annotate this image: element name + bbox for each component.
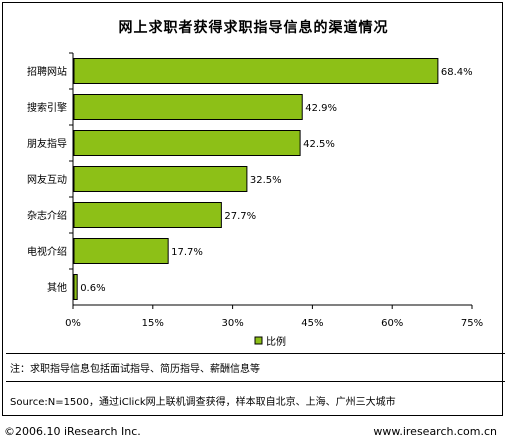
bar bbox=[73, 274, 78, 300]
bar-chart: 0% 15% 30% 45% 60% 75% 招聘网站 68.4% 搜索引擎 42.9% 朋友指导 4… bbox=[27, 52, 483, 348]
chart-frame: 网上求职者获得求职指导信息的渠道情况 0% 15% 30% 45% 60% 75% 招聘网站… bbox=[2, 2, 505, 416]
data-label: 42.9% bbox=[305, 103, 337, 114]
x-tick-label: 0% bbox=[65, 318, 81, 329]
category-label: 其他 bbox=[47, 281, 67, 294]
bar bbox=[73, 202, 222, 228]
data-label: 0.6% bbox=[80, 283, 105, 294]
x-tick-label: 45% bbox=[301, 318, 323, 329]
data-label: 17.7% bbox=[171, 247, 203, 258]
data-label: 68.4% bbox=[441, 67, 473, 78]
legend-swatch bbox=[254, 336, 263, 345]
category-label: 招聘网站 bbox=[27, 65, 67, 78]
data-label: 32.5% bbox=[250, 175, 282, 186]
footer-copyright: ©2006.10 iResearch Inc. bbox=[4, 425, 141, 438]
x-tick-label: 60% bbox=[381, 318, 403, 329]
bar bbox=[73, 166, 248, 192]
category-label: 搜索引擎 bbox=[27, 101, 67, 114]
note-separator bbox=[6, 353, 505, 354]
data-label: 27.7% bbox=[224, 211, 256, 222]
chart-note: 注：求职指导信息包括面试指导、简历指导、薪酬信息等 bbox=[10, 364, 260, 375]
chart-source: Source:N=1500，通过iClick网上联机调查获得，样本取自北京、上海… bbox=[10, 397, 396, 408]
x-tick-label: 75% bbox=[461, 318, 483, 329]
data-label: 42.5% bbox=[303, 139, 335, 150]
footer-website: www.iresearch.com.cn bbox=[373, 425, 497, 438]
category-label: 网友互动 bbox=[27, 173, 67, 186]
category-label: 电视介绍 bbox=[27, 245, 67, 258]
x-tick-label: 15% bbox=[142, 318, 164, 329]
x-tick-label: 30% bbox=[221, 318, 243, 329]
source-separator bbox=[6, 381, 505, 382]
chart-title: 网上求职者获得求职指导信息的渠道情况 bbox=[118, 20, 389, 36]
bar bbox=[73, 94, 303, 120]
bar bbox=[73, 130, 301, 156]
category-label: 朋友指导 bbox=[27, 137, 67, 150]
bar bbox=[73, 238, 169, 264]
legend-label: 比例 bbox=[266, 335, 286, 348]
category-label: 杂志介绍 bbox=[27, 209, 67, 222]
bar bbox=[73, 58, 439, 84]
